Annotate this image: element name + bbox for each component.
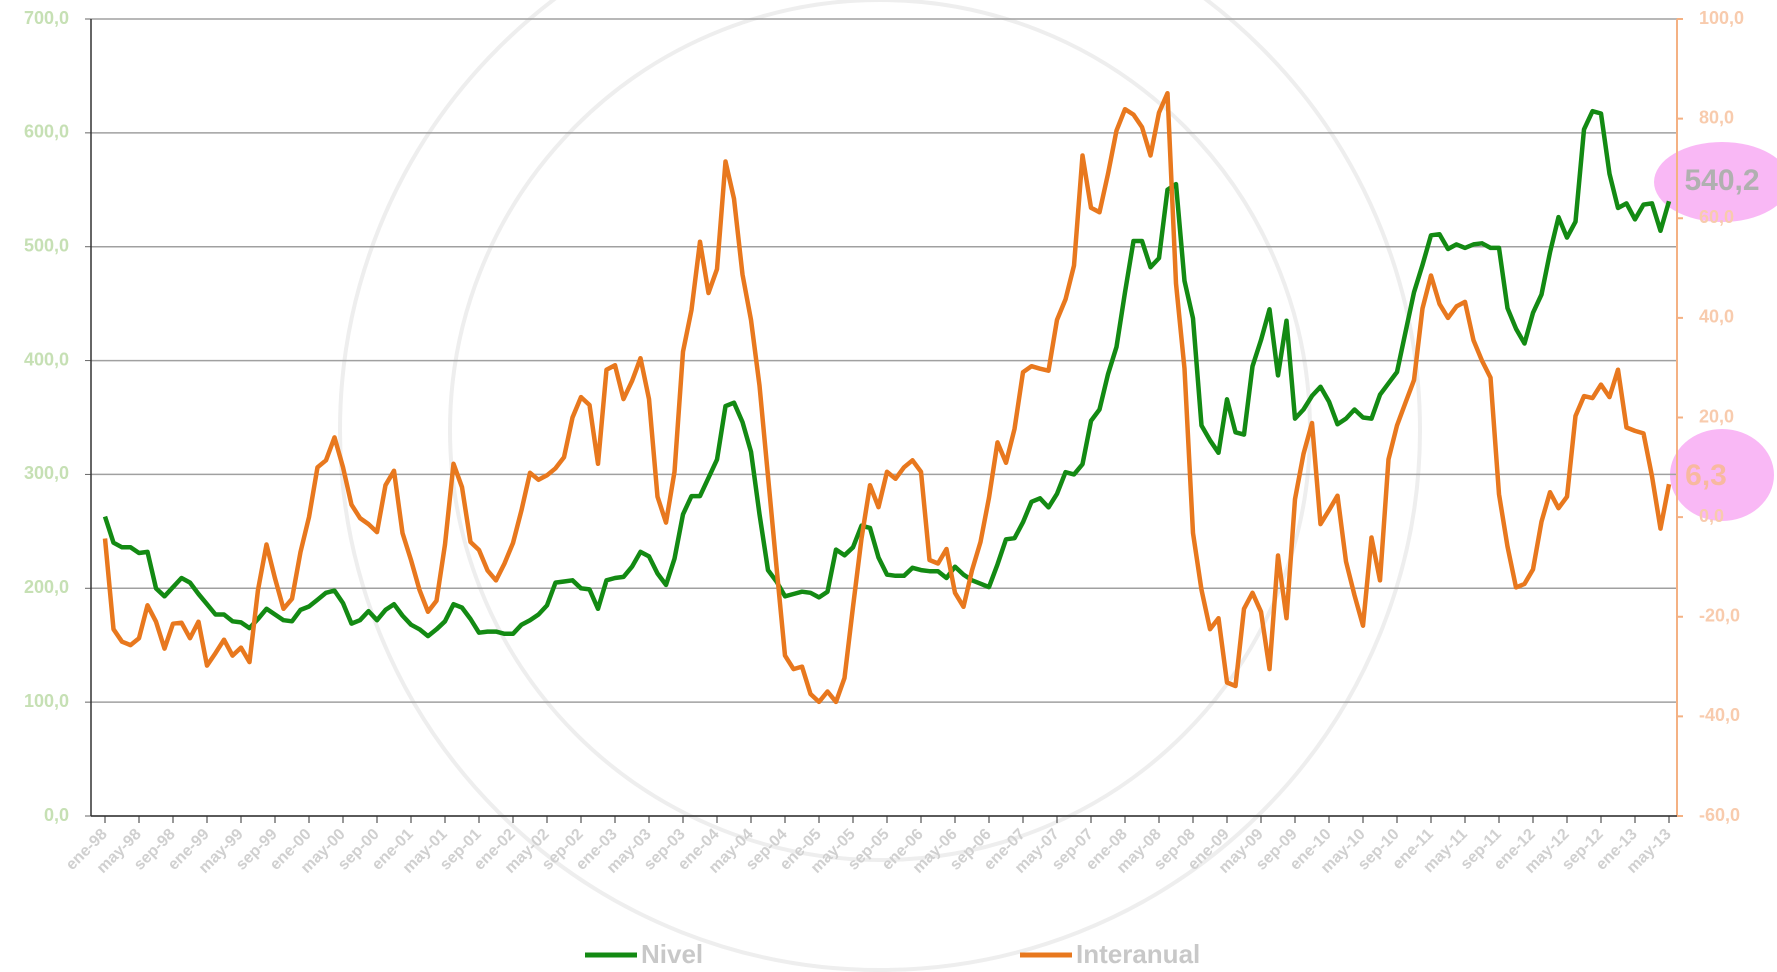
y-tick-label: 500,0 <box>24 235 69 255</box>
legend-label: Nivel <box>641 939 703 969</box>
watermark <box>338 0 1422 972</box>
y-tick-label: 300,0 <box>24 463 69 483</box>
annotation-highlight <box>1654 142 1777 222</box>
annotation: 540,2 <box>1684 164 1759 197</box>
y2-tick-label: -40,0 <box>1699 705 1740 725</box>
y-tick-label: 400,0 <box>24 349 69 369</box>
annotation: 6,3 <box>1685 459 1727 492</box>
y-tick-label: 0,0 <box>44 805 69 825</box>
line-series <box>102 108 1672 639</box>
y2-tick-label: -60,0 <box>1699 805 1740 825</box>
y2-tick-label: 20,0 <box>1699 406 1734 426</box>
y2-tick-label: 60,0 <box>1699 207 1734 227</box>
y2-tick-label: -20,0 <box>1699 606 1740 626</box>
y2-tick-label: 100,0 <box>1699 8 1744 28</box>
y-tick-label: 600,0 <box>24 122 69 142</box>
y-tick-label: 100,0 <box>24 691 69 711</box>
line-series <box>102 90 1672 705</box>
y2-tick-label: 40,0 <box>1699 307 1734 327</box>
y-tick-label: 700,0 <box>24 8 69 28</box>
legend-label: Interanual <box>1076 939 1200 969</box>
y2-tick-label: 0,0 <box>1699 506 1724 526</box>
y2-tick-label: 80,0 <box>1699 107 1734 127</box>
annotation-highlight <box>1670 429 1774 521</box>
y-tick-label: 200,0 <box>24 577 69 597</box>
